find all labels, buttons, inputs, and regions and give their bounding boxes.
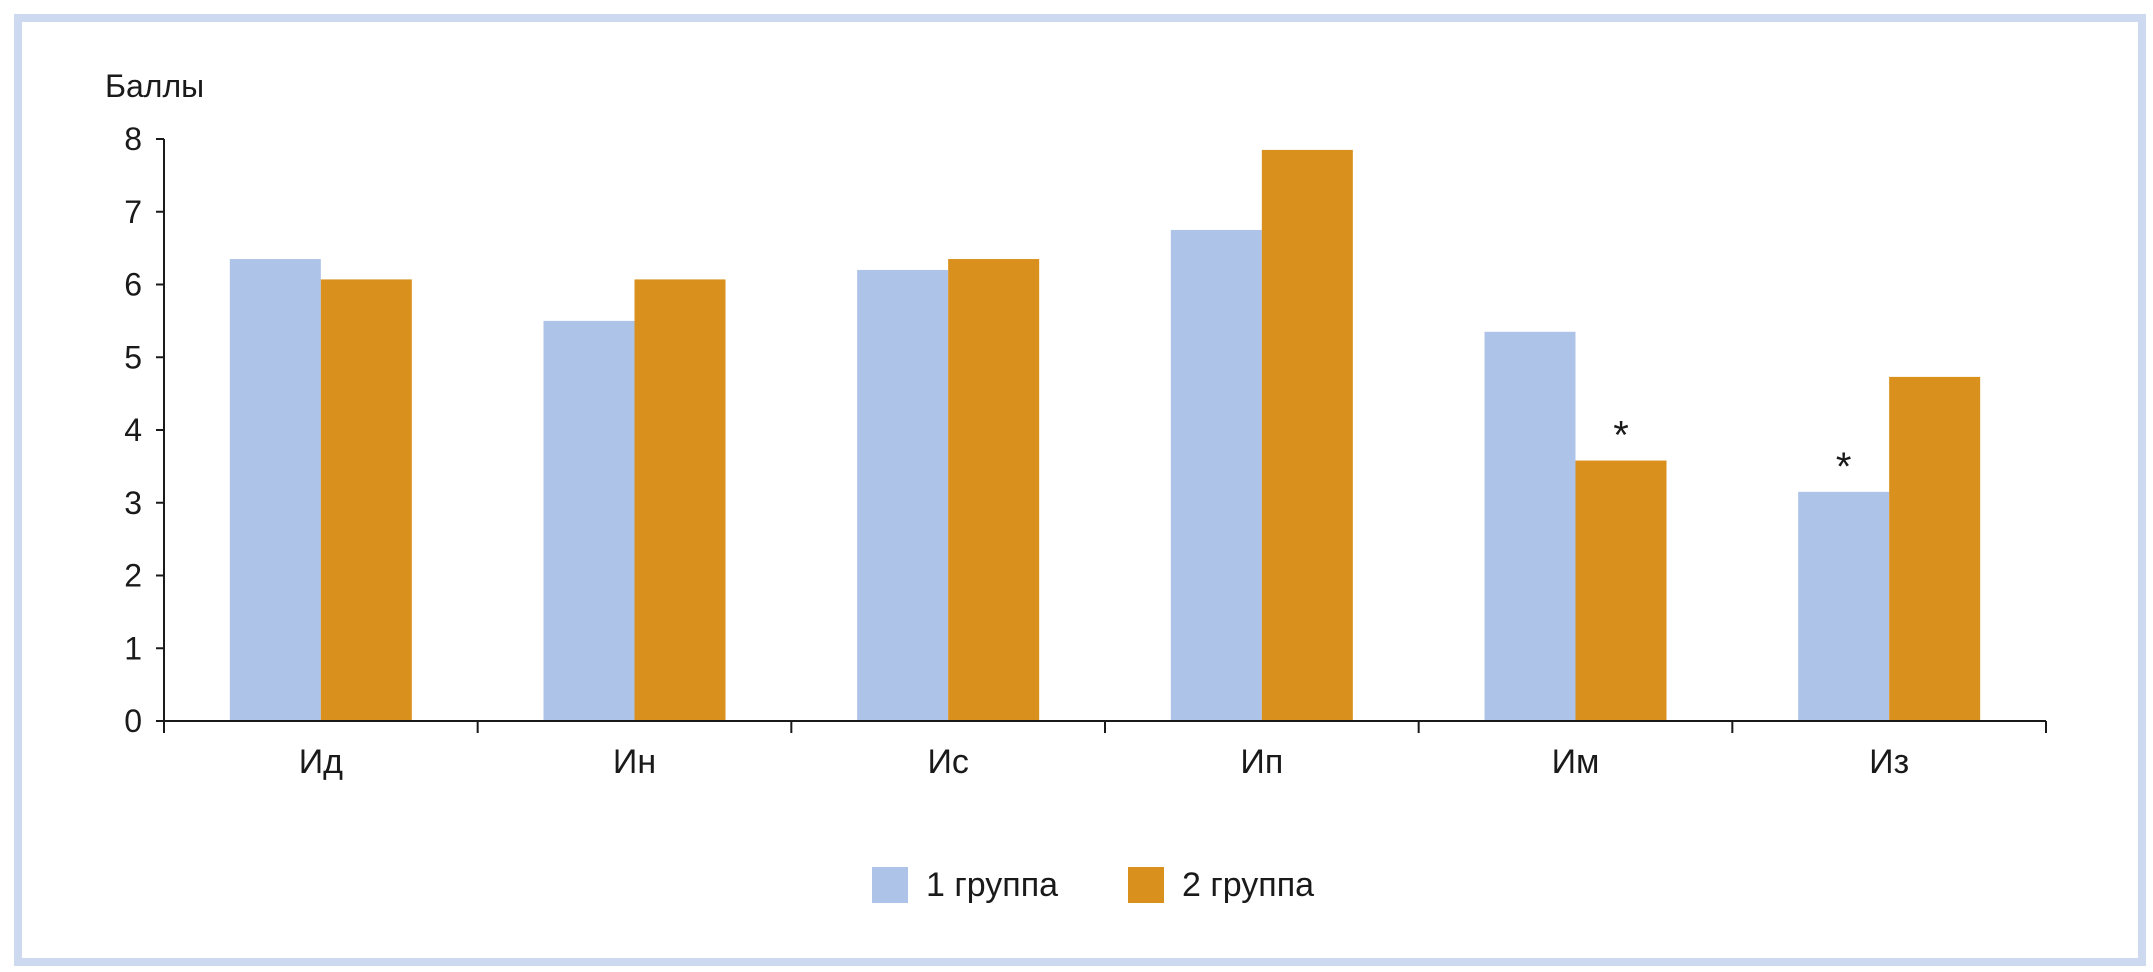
legend-label-series-2: 2 группа <box>1182 866 1314 904</box>
bar-Им-series-2 <box>1575 460 1667 721</box>
bar-Ин-series-2 <box>634 279 726 721</box>
y-tick-label: 1 <box>124 630 142 666</box>
x-axis: Ид Ин Ис Ип Им Из <box>163 720 2047 781</box>
bar-Ин-series-1 <box>543 320 635 721</box>
bar-Ис-series-1 <box>857 269 949 721</box>
x-category-label: Ид <box>299 743 343 781</box>
bar-Ид-series-2 <box>320 279 412 721</box>
bar-Ид-series-1 <box>229 259 321 721</box>
bar-Им-series-1 <box>1484 331 1576 721</box>
significance-marker: * <box>1836 445 1852 489</box>
bars-group <box>229 149 1981 722</box>
bar-Ип-series-1 <box>1170 229 1262 721</box>
y-axis-title: Баллы <box>105 68 204 104</box>
annotations-group: ** <box>1613 414 1851 489</box>
bar-Из-series-2 <box>1889 376 1981 721</box>
bar-Ис-series-2 <box>948 259 1040 721</box>
x-category-label: Из <box>1869 743 1909 781</box>
x-category-label: Ип <box>1240 743 1283 781</box>
x-category-label: Ис <box>927 743 968 781</box>
y-tick-label: 3 <box>124 485 142 521</box>
y-tick-label: 7 <box>124 194 142 230</box>
y-tick-label: 6 <box>124 267 142 303</box>
y-tick-label: 5 <box>124 339 142 375</box>
bar-Из-series-1 <box>1798 491 1890 721</box>
y-tick-label: 4 <box>124 412 142 448</box>
x-category-label: Им <box>1552 743 1600 781</box>
legend-swatch-series-2 <box>1128 867 1164 903</box>
y-tick-label: 0 <box>124 703 142 739</box>
y-tick-label: 8 <box>124 121 142 157</box>
legend-swatch-series-1 <box>872 867 908 903</box>
y-tick-label: 2 <box>124 558 142 594</box>
bar-Ип-series-2 <box>1261 149 1353 722</box>
legend: 1 группа 2 группа <box>872 866 1314 904</box>
significance-marker: * <box>1613 414 1629 458</box>
x-category-label: Ин <box>613 743 656 781</box>
legend-label-series-1: 1 группа <box>926 866 1058 904</box>
y-axis: 0 1 2 3 4 5 6 7 8 <box>124 121 165 739</box>
